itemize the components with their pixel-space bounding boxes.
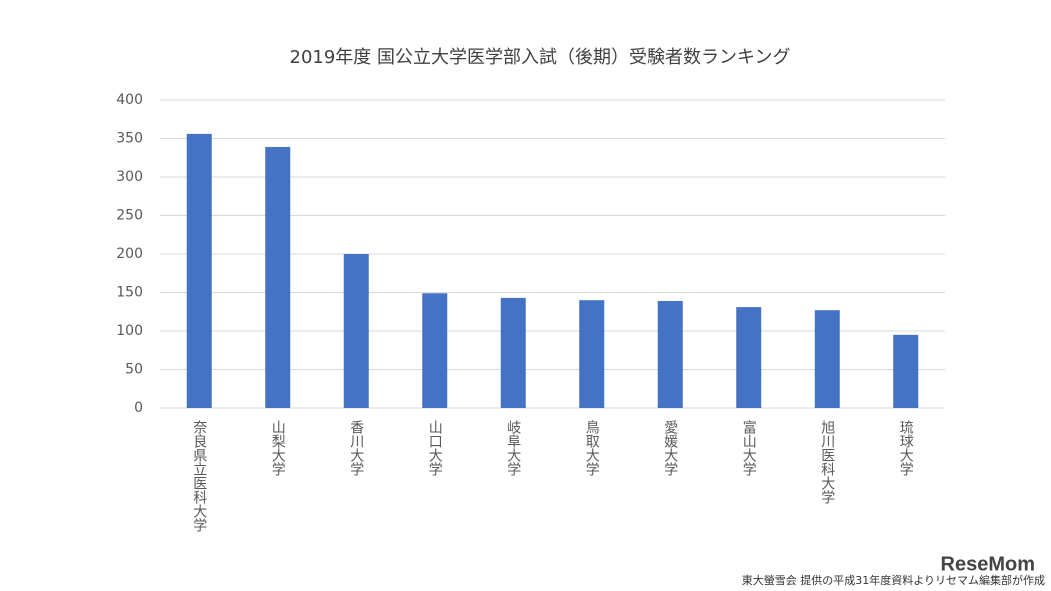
y-tick-label: 100 xyxy=(116,323,143,339)
chart-title: 2019年度 国公立大学医学部入試（後期）受験者数ランキング xyxy=(290,47,791,68)
bar xyxy=(265,146,291,408)
bar xyxy=(657,300,683,408)
y-tick-label: 250 xyxy=(116,208,143,224)
logo: ReseMom xyxy=(941,553,1035,575)
y-tick-label: 400 xyxy=(116,92,143,108)
source-note: 東大螢雪会 提供の平成31年度資料よりリセマム編集部が作成 xyxy=(742,573,1045,587)
bar xyxy=(500,297,526,408)
y-tick-label: 0 xyxy=(134,400,143,416)
bar xyxy=(343,254,369,408)
bar xyxy=(814,310,840,408)
y-tick-label: 350 xyxy=(116,131,143,147)
y-tick-label: 50 xyxy=(125,362,143,378)
bar xyxy=(736,307,762,408)
y-tick-label: 300 xyxy=(116,169,143,185)
y-tick-label: 150 xyxy=(116,285,143,301)
bar xyxy=(186,133,212,408)
x-tick-label: 旭川医科大学 xyxy=(819,420,835,504)
x-tick-label: 山口大学 xyxy=(427,420,443,476)
x-tick-label: 富山大学 xyxy=(741,419,757,476)
x-tick-label: 奈良県立医科大学 xyxy=(191,420,207,532)
x-tick-label: 琉球大学 xyxy=(898,420,914,476)
bar xyxy=(579,300,605,408)
x-tick-label: 愛媛大学 xyxy=(662,420,678,476)
x-tick-label: 鳥取大学 xyxy=(584,420,600,476)
bar xyxy=(422,293,448,408)
y-tick-label: 200 xyxy=(116,246,143,262)
x-tick-label: 山梨大学 xyxy=(270,420,286,476)
bar xyxy=(893,334,919,408)
x-tick-label: 岐阜大学 xyxy=(505,420,521,476)
x-tick-label: 香川大学 xyxy=(348,420,364,476)
